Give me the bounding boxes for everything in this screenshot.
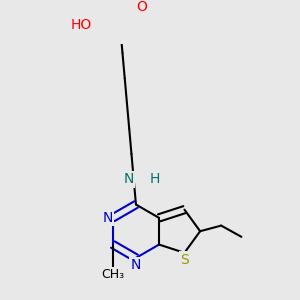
Text: N: N xyxy=(123,172,134,186)
Text: N: N xyxy=(103,211,113,225)
Text: S: S xyxy=(180,253,189,267)
Text: H: H xyxy=(149,172,160,186)
Text: N: N xyxy=(131,258,141,272)
Text: O: O xyxy=(136,0,147,14)
Text: HO: HO xyxy=(71,18,92,32)
Text: CH₃: CH₃ xyxy=(101,268,124,281)
